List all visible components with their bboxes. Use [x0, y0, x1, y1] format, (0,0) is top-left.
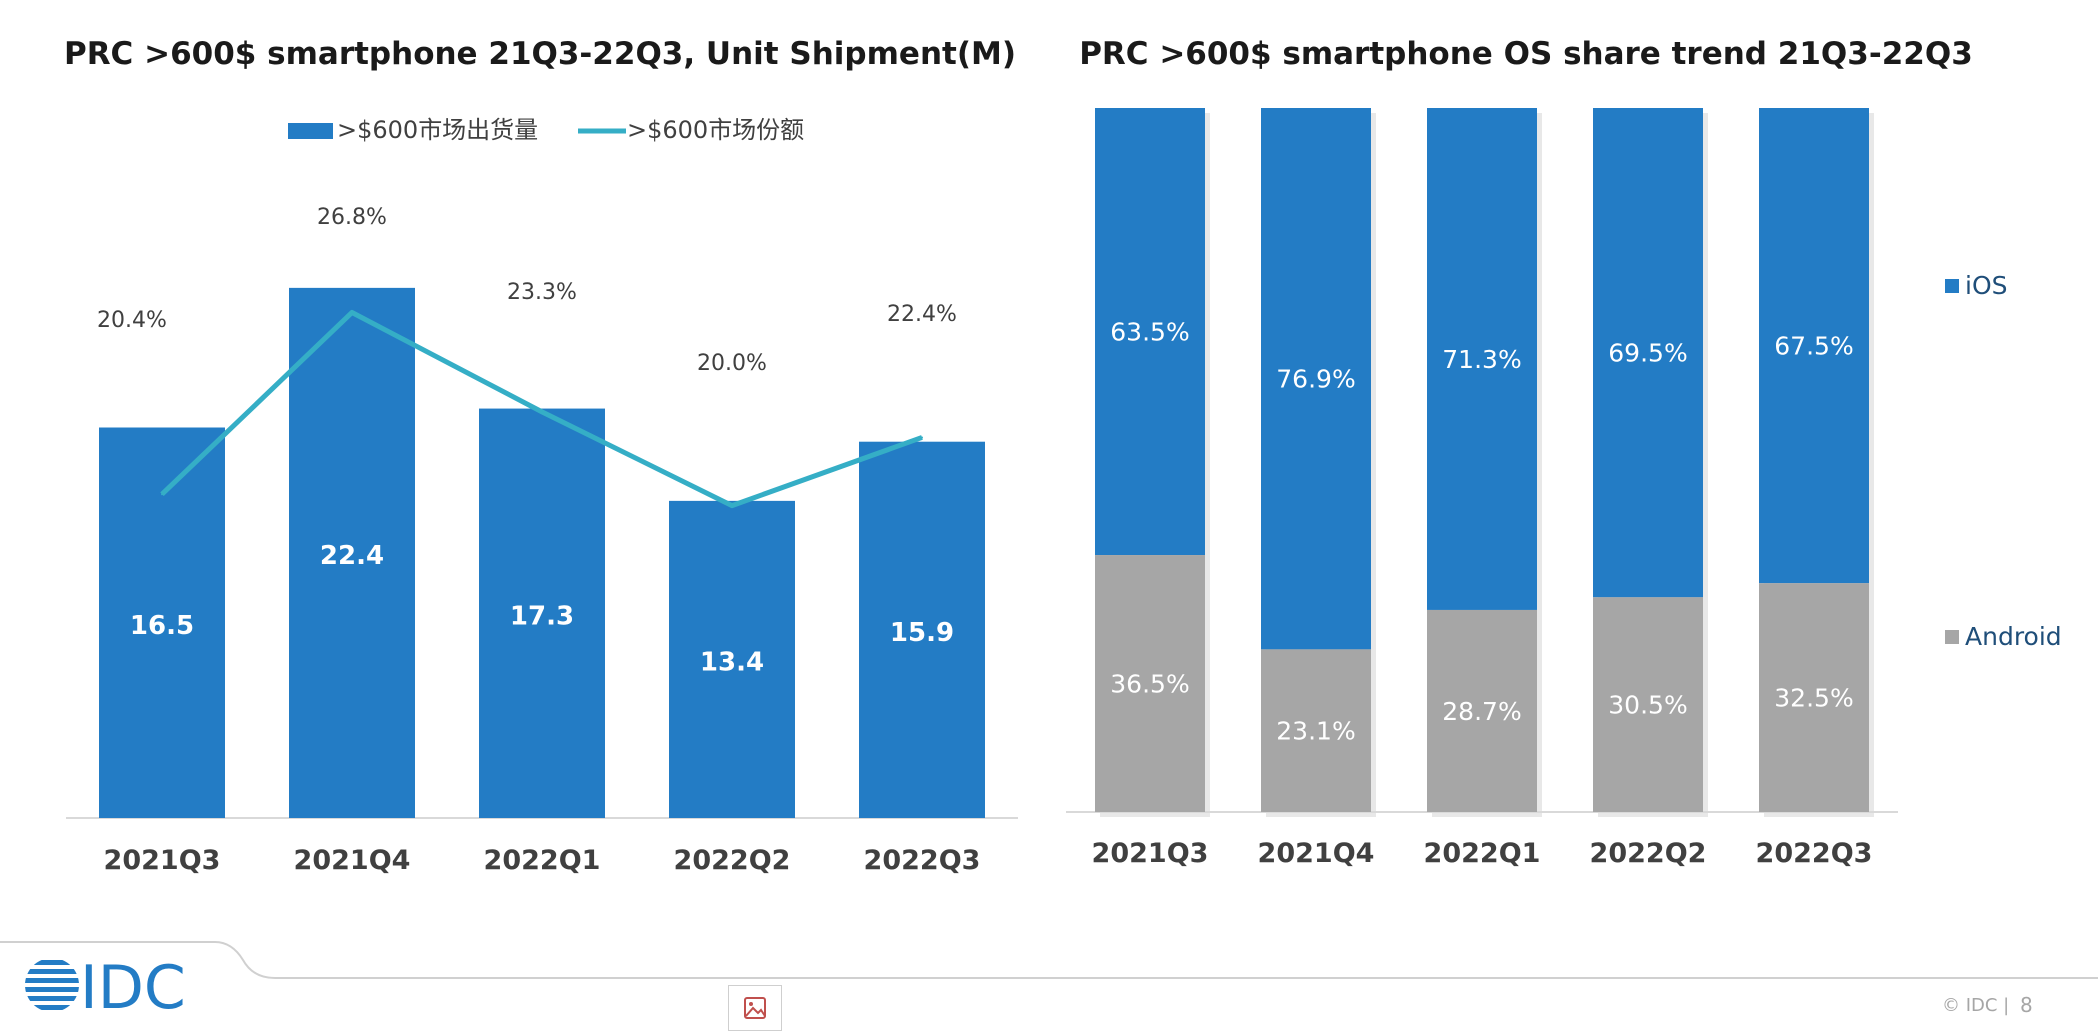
- footer: IDC © IDC | 8: [0, 941, 2098, 1023]
- ios-data-label: 71.3%: [1442, 345, 1521, 374]
- android-data-label: 30.5%: [1608, 691, 1687, 720]
- share-data-label: 20.4%: [97, 308, 167, 333]
- x-tick-label: 2022Q2: [674, 845, 791, 876]
- x-tick-label: 2021Q3: [1092, 838, 1209, 869]
- android-bar-segment: [1593, 597, 1703, 812]
- right-legend: iOS Android: [1945, 271, 2062, 651]
- legend-swatch-ios: [1945, 279, 1959, 293]
- android-bar-segment: [1427, 609, 1537, 812]
- left-chart: PRC >600$ smartphone 21Q3-22Q3, Unit Shi…: [64, 36, 1018, 876]
- android-bar-segment: [1759, 583, 1869, 812]
- x-tick-label: 2021Q4: [1258, 838, 1375, 869]
- shipment-data-label: 16.5: [130, 611, 194, 641]
- x-tick-label: 2022Q3: [1756, 838, 1873, 869]
- left-legend: >$600市场出货量 >$600市场份额: [288, 116, 804, 144]
- legend-label-shipment: >$600市场出货量: [337, 116, 538, 144]
- right-chart: PRC >600$ smartphone OS share trend 21Q3…: [1066, 36, 2062, 869]
- legend-label-share: >$600市场份额: [627, 116, 804, 144]
- idc-logo-text: IDC: [80, 953, 186, 1023]
- shipment-bar: [289, 287, 415, 818]
- android-data-label: 28.7%: [1442, 697, 1521, 726]
- copyright-text: © IDC |: [1942, 995, 2009, 1016]
- right-bars: 63.5% 36.5% 76.9% 23.1% 71.3% 28.7% 69.5% 30.5%…: [1095, 108, 1874, 817]
- left-chart-title: PRC >600$ smartphone 21Q3-22Q3, Unit Shi…: [64, 36, 1016, 72]
- android-data-label: 32.5%: [1774, 684, 1853, 713]
- page-number: 8: [2020, 993, 2033, 1017]
- shipment-bar: [479, 408, 605, 818]
- shipment-data-label: 13.4: [700, 647, 764, 677]
- x-tick-label: 2021Q3: [104, 845, 221, 876]
- x-tick-label: 2021Q4: [294, 845, 411, 876]
- android-data-label: 36.5%: [1110, 670, 1189, 699]
- shipment-data-label: 15.9: [890, 618, 954, 648]
- share-point: [921, 436, 923, 439]
- x-tick-label: 2022Q3: [864, 845, 981, 876]
- ios-bar-segment: [1261, 108, 1371, 650]
- share-point: [541, 410, 543, 413]
- shipment-bar: [669, 500, 795, 818]
- left-bars: 16.5 22.4 17.3 13.4 15.9: [99, 287, 985, 818]
- legend-swatch-android: [1945, 630, 1959, 644]
- share-point: [161, 493, 163, 496]
- image-placeholder-icon[interactable]: [728, 985, 782, 1031]
- android-bar-segment: [1095, 555, 1205, 812]
- ios-bar-segment: [1593, 108, 1703, 598]
- x-tick-label: 2022Q1: [1424, 838, 1541, 869]
- share-data-label: 22.4%: [887, 302, 957, 327]
- legend-label-android: Android: [1965, 622, 2062, 651]
- ios-bar-segment: [1095, 108, 1205, 556]
- left-share-line: 20.4% 26.8% 23.3% 20.0% 22.4%: [97, 205, 957, 509]
- ios-data-label: 76.9%: [1276, 365, 1355, 394]
- android-bar-segment: [1261, 649, 1371, 812]
- android-data-label: 23.1%: [1276, 717, 1355, 746]
- x-tick-label: 2022Q2: [1590, 838, 1707, 869]
- share-data-label: 23.3%: [507, 280, 577, 305]
- left-x-ticks: 2021Q3 2021Q4 2022Q1 2022Q2 2022Q3: [104, 845, 981, 876]
- share-point: [351, 311, 353, 314]
- ios-data-label: 69.5%: [1608, 339, 1687, 368]
- x-tick-label: 2022Q1: [484, 845, 601, 876]
- legend-label-ios: iOS: [1965, 271, 2008, 300]
- share-data-label: 26.8%: [317, 205, 387, 230]
- right-chart-title: PRC >600$ smartphone OS share trend 21Q3…: [1079, 36, 1973, 72]
- idc-logo: IDC: [25, 953, 186, 1023]
- ios-bar-segment: [1427, 108, 1537, 610]
- ios-data-label: 67.5%: [1774, 332, 1853, 361]
- globe-icon: [25, 960, 79, 1010]
- ios-bar-segment: [1759, 108, 1869, 584]
- shipment-data-label: 22.4: [320, 541, 384, 571]
- share-data-label: 20.0%: [697, 351, 767, 376]
- legend-swatch-shipment: [288, 123, 333, 139]
- shipment-bar: [859, 441, 985, 818]
- shipment-data-label: 17.3: [510, 601, 574, 631]
- footer-divider: [0, 941, 2098, 979]
- right-x-ticks: 2021Q3 2021Q4 2022Q1 2022Q2 2022Q3: [1092, 838, 1873, 869]
- ios-data-label: 63.5%: [1110, 318, 1189, 347]
- share-point: [731, 504, 733, 507]
